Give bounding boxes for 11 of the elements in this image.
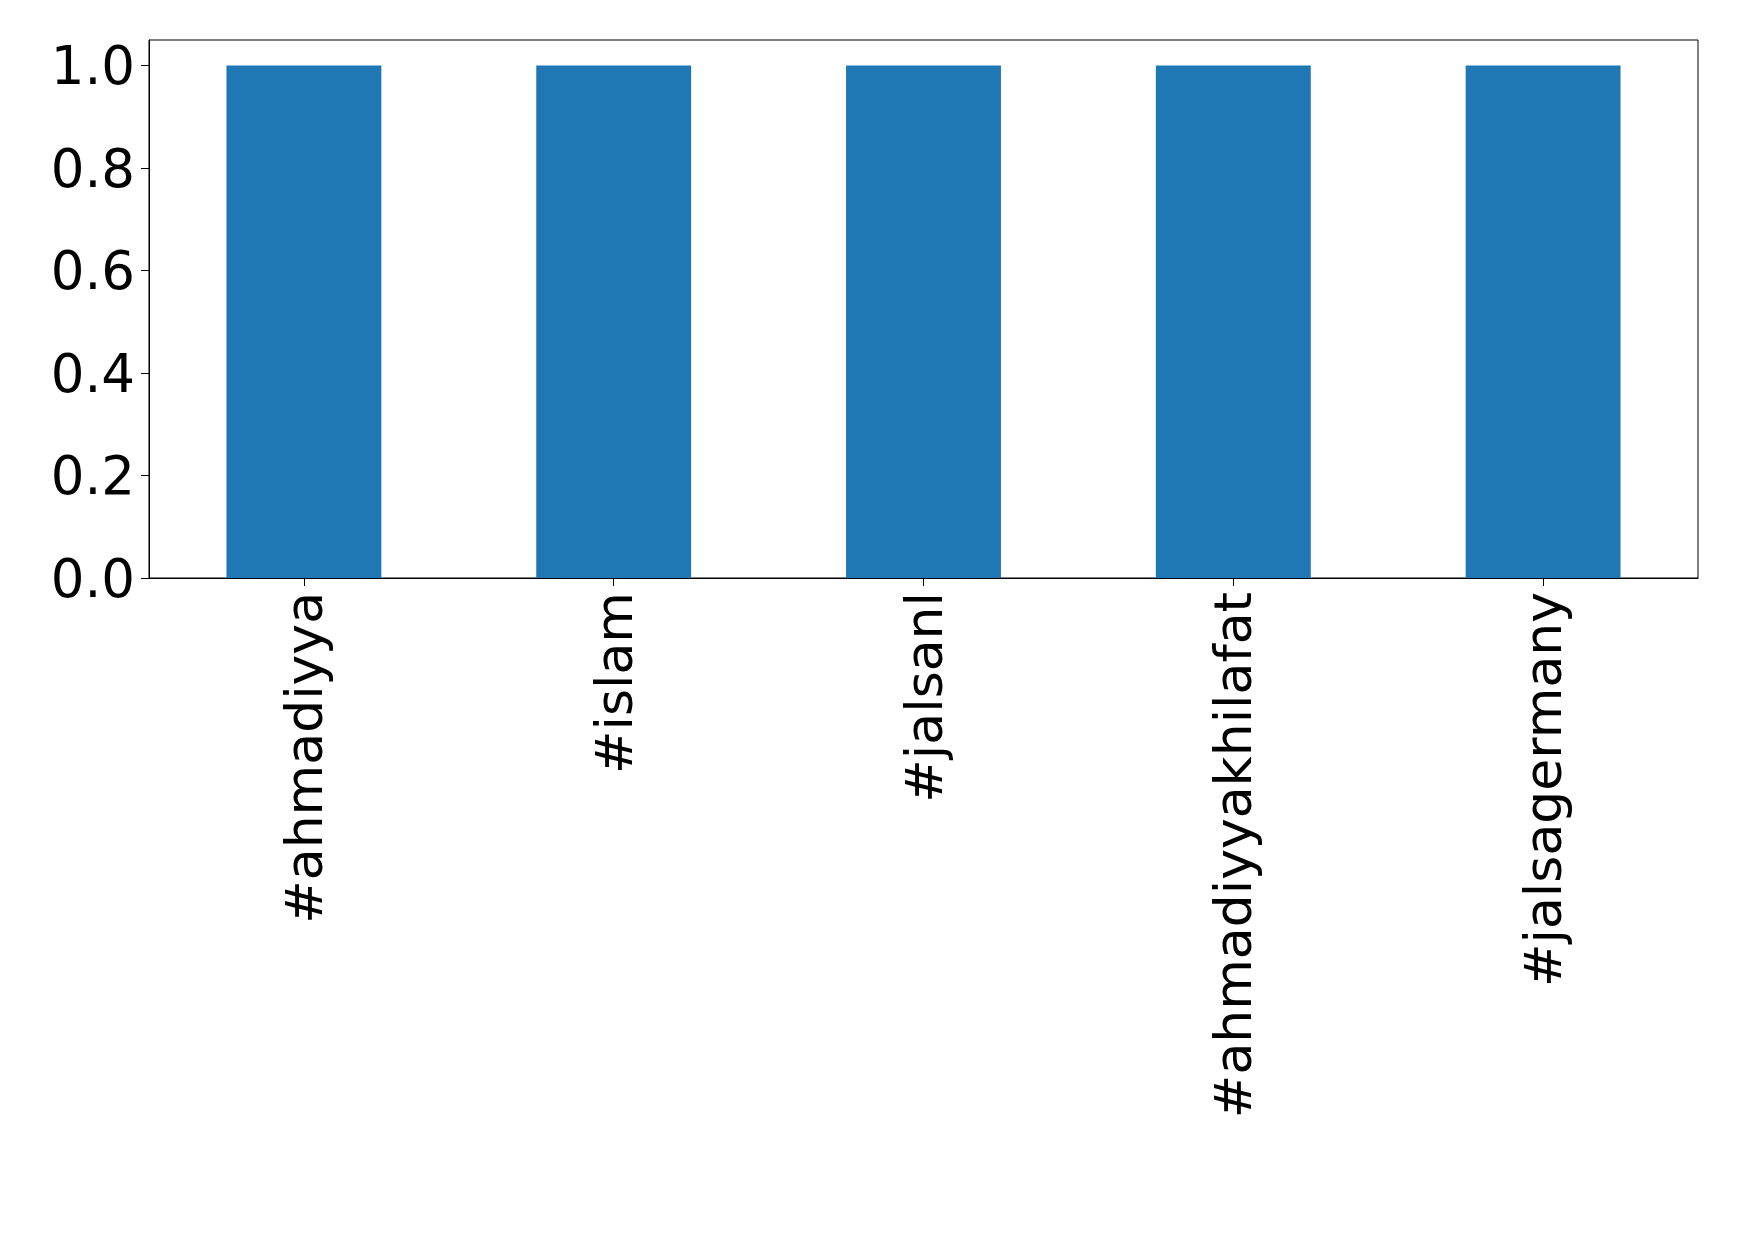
x-tick-label: #ahmadiyya <box>273 592 334 924</box>
x-tick-label: #jalsagermany <box>1513 592 1574 988</box>
x-tick-label: #jalsanl <box>893 592 954 803</box>
x-tick-label: #islam <box>583 592 644 775</box>
y-tick-label: 0.8 <box>50 137 135 199</box>
y-tick-label: 0.0 <box>50 547 135 609</box>
y-tick-label: 1.0 <box>50 35 135 97</box>
y-tick-label: 0.6 <box>50 240 135 302</box>
y-tick-label: 0.2 <box>50 445 135 507</box>
y-tick-label: 0.4 <box>50 342 135 404</box>
x-tick-label: #ahmadiyyakhilafat <box>1203 592 1264 1119</box>
